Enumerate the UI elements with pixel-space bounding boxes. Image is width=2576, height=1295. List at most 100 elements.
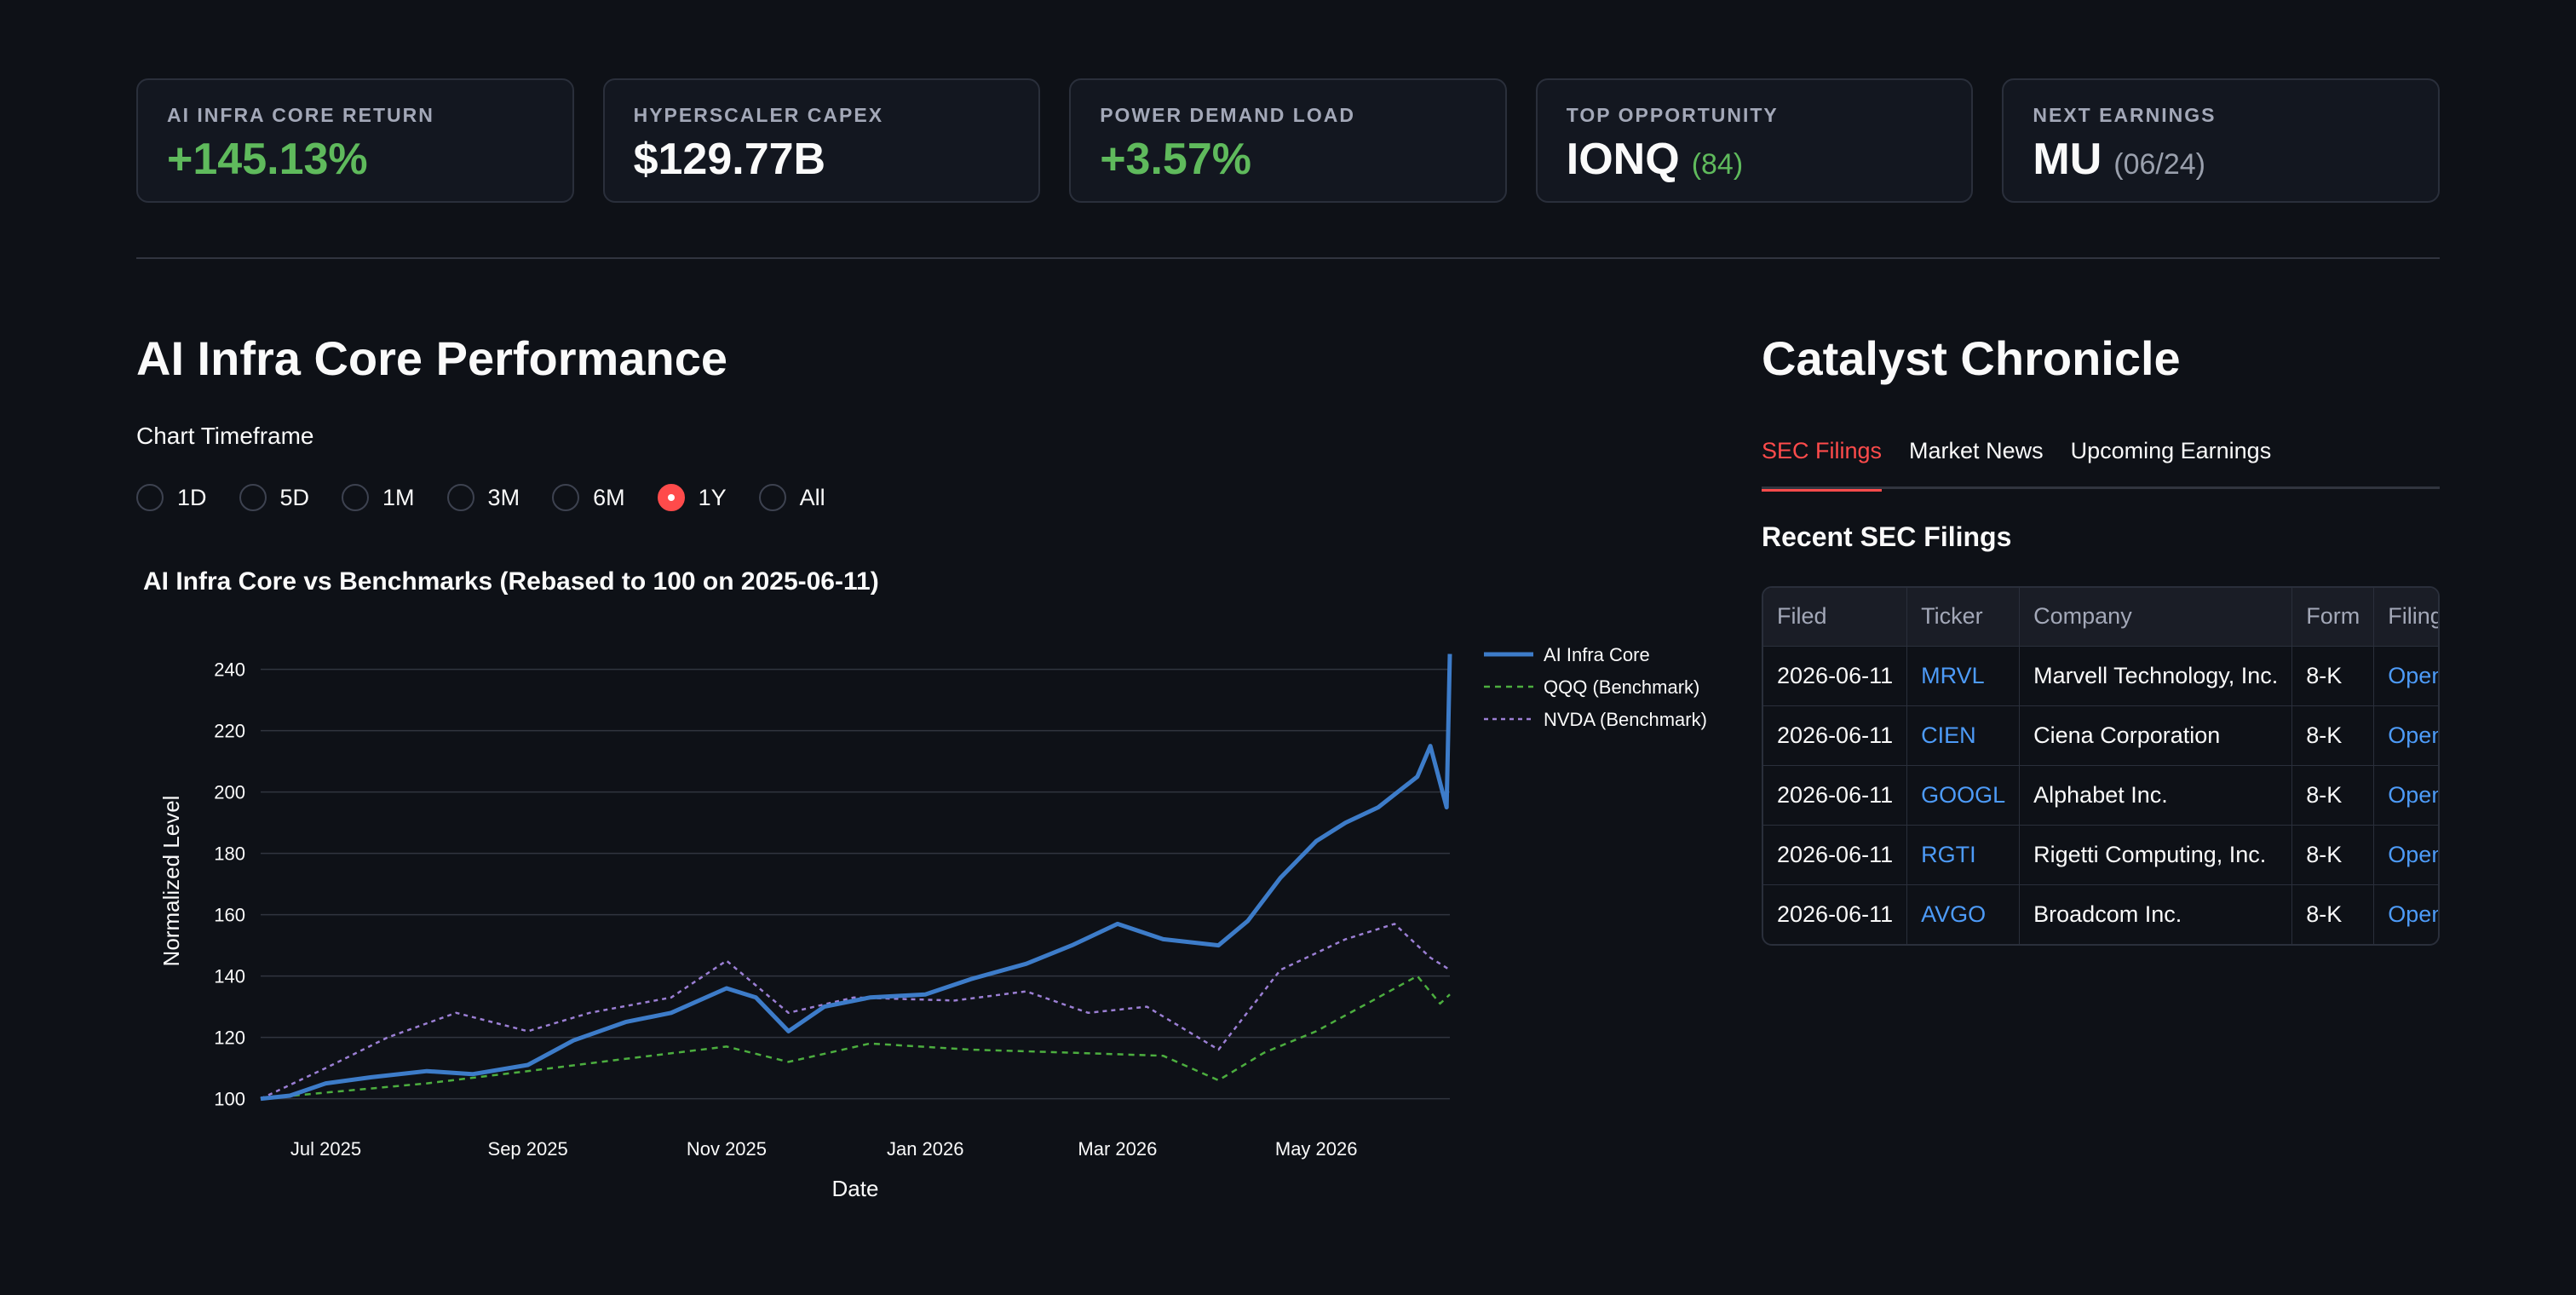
table-row: 2026-06-11 MRVL Marvell Technology, Inc.… (1763, 646, 2438, 706)
metrics-row: AI INFRA CORE RETURN +145.13% HYPERSCALE… (136, 78, 2440, 203)
column-header-company[interactable]: Company (2019, 588, 2293, 647)
radio-circle-icon[interactable] (136, 484, 164, 511)
open-filing-link[interactable]: Open (2388, 901, 2440, 927)
radio-circle-icon[interactable] (342, 484, 370, 511)
metric-value: +145.13% (167, 134, 543, 185)
timeframe-option-label: 6M (593, 484, 625, 510)
cell-ticker: GOOGL (1906, 765, 2021, 826)
radio-circle-icon[interactable] (758, 484, 786, 511)
metric-value-text: IONQ (1566, 135, 1680, 184)
metric-value: +3.57% (1100, 134, 1476, 185)
divider (136, 257, 2440, 259)
x-tick-label: Mar 2026 (1078, 1138, 1157, 1160)
cell-ticker: MRVL (1906, 646, 2021, 706)
y-tick-label: 220 (214, 721, 245, 742)
open-filing-link[interactable]: Open (2373, 765, 2438, 826)
tab-market-news[interactable]: Market News (1909, 438, 2044, 463)
metric-card-next-earnings: NEXT EARNINGS MU (06/24) (2002, 78, 2440, 203)
timeframe-option-all[interactable]: All (758, 484, 825, 511)
metric-value: $129.77B (634, 134, 1010, 185)
radio-circle-icon[interactable] (446, 484, 474, 511)
column-header-filed[interactable]: Filed (1763, 588, 1908, 647)
timeframe-option-1d[interactable]: 1D (136, 484, 207, 511)
cell-form: 8-K (2291, 884, 2375, 944)
cell-company: Broadcom Inc. (2019, 884, 2293, 944)
metric-card-top-opportunity: TOP OPPORTUNITY IONQ (84) (1535, 78, 1974, 203)
metric-label: HYPERSCALER CAPEX (633, 104, 884, 126)
metric-label: TOP OPPORTUNITY (1566, 104, 1779, 126)
x-axis-label: Date (832, 1176, 879, 1201)
metric-label: POWER DEMAND LOAD (1100, 104, 1355, 126)
chart-svg: 100 120 140 160 180 200 220 240 Jul 2025 Sep 2025… (158, 644, 1707, 1201)
catalyst-tabs: SEC Filings Market News Upcoming Earning… (1762, 433, 2440, 492)
tab-sec-filings[interactable]: SEC Filings (1762, 433, 1883, 492)
timeframe-option-label: All (799, 484, 825, 510)
metric-label: AI INFRA CORE RETURN (167, 104, 434, 126)
timeframe-option-6m[interactable]: 6M (552, 484, 625, 511)
y-tick-label: 120 (214, 1027, 245, 1049)
sec-filings-table: Filed Ticker Company Form Filing 2026-06… (1762, 586, 2440, 946)
timeframe-option-label: 1M (382, 484, 415, 510)
performance-title: AI Infra Core Performance (136, 331, 727, 385)
cell-form: 8-K (2291, 825, 2375, 885)
timeframe-option-label: 1D (177, 484, 207, 510)
column-header-ticker[interactable]: Ticker (1906, 588, 2021, 647)
cell-filed: 2026-06-11 (1763, 765, 1908, 826)
cell-ticker: RGTI (1906, 825, 2021, 885)
radio-circle-icon[interactable] (239, 484, 267, 511)
metric-value: IONQ (84) (1567, 134, 1943, 190)
catalyst-title: Catalyst Chronicle (1762, 331, 2181, 385)
table-row: 2026-06-11 GOOGL Alphabet Inc. 8-K Open (1763, 765, 2438, 826)
y-tick-label: 180 (214, 843, 245, 865)
y-tick-label: 160 (214, 905, 245, 926)
open-filing-link[interactable]: Open (2373, 705, 2438, 766)
metric-label: NEXT EARNINGS (2033, 104, 2217, 126)
metric-delta: (06/24) (2113, 148, 2205, 181)
table-header-row: Filed Ticker Company Form Filing (1763, 588, 2438, 647)
metric-card-capex: HYPERSCALER CAPEX $129.77B (602, 78, 1041, 203)
timeframe-radio-group: 1D 5D 1M 3M 6M 1Y All (136, 484, 825, 511)
open-filing-link[interactable]: Open (2373, 825, 2438, 885)
timeframe-option-1m[interactable]: 1M (342, 484, 415, 511)
cell-form: 8-K (2291, 705, 2375, 766)
x-tick-label: Jan 2026 (887, 1138, 964, 1160)
column-header-form[interactable]: Form (2291, 588, 2375, 647)
open-filing-link[interactable]: Open (2373, 646, 2438, 706)
x-tick-label: Sep 2025 (488, 1138, 568, 1160)
metric-value-text: +3.57% (1100, 135, 1251, 184)
metric-value-text: $129.77B (633, 135, 826, 184)
cell-ticker: CIEN (1906, 705, 2021, 766)
timeframe-option-label: 3M (487, 484, 520, 510)
timeframe-option-label: 1Y (698, 484, 727, 510)
cell-ticker: AVGO (1906, 884, 2021, 944)
legend-label: NVDA (Benchmark) (1544, 709, 1707, 730)
timeframe-option-label: 5D (279, 484, 310, 510)
cell-company: Marvell Technology, Inc. (2019, 646, 2293, 706)
metric-value-text: +145.13% (167, 135, 368, 184)
y-tick-label: 240 (214, 659, 245, 681)
timeframe-label: Chart Timeframe (136, 423, 314, 449)
timeframe-option-3m[interactable]: 3M (446, 484, 520, 511)
timeframe-option-5d[interactable]: 5D (239, 484, 310, 511)
cell-company: Alphabet Inc. (2019, 765, 2293, 826)
cell-filed: 2026-06-11 (1763, 646, 1908, 706)
column-header-filing[interactable]: Filing (2373, 588, 2438, 647)
cell-filed: 2026-06-11 (1763, 825, 1908, 885)
y-tick-label: 200 (214, 782, 245, 803)
section-heading: Recent SEC Filings (1762, 521, 2012, 552)
metric-card-core-return: AI INFRA CORE RETURN +145.13% (136, 78, 574, 203)
radio-selected-icon[interactable] (657, 484, 685, 511)
metric-value-text: MU (2033, 135, 2102, 184)
cell-company: Rigetti Computing, Inc. (2019, 825, 2293, 885)
table-row: 2026-06-11 RGTI Rigetti Computing, Inc. … (1763, 825, 2438, 885)
radio-circle-icon[interactable] (552, 484, 580, 511)
timeframe-option-1y[interactable]: 1Y (657, 484, 727, 511)
metric-card-power-demand: POWER DEMAND LOAD +3.57% (1069, 78, 1507, 203)
metric-delta: (84) (1691, 148, 1744, 181)
series-line-nvda (260, 923, 1451, 1100)
x-tick-label: Jul 2025 (290, 1138, 361, 1160)
x-tick-label: Nov 2025 (687, 1138, 767, 1160)
tab-upcoming-earnings[interactable]: Upcoming Earnings (2070, 438, 2272, 463)
cell-filed: 2026-06-11 (1763, 705, 1908, 766)
series-line-ai-infra-core (260, 653, 1452, 1102)
